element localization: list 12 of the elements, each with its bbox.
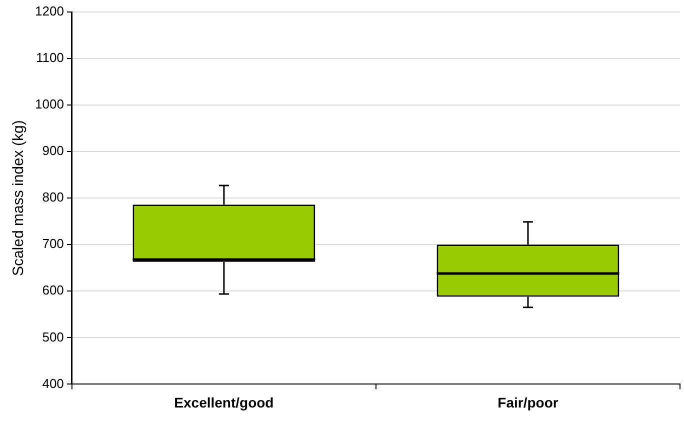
y-tick-label: 400 bbox=[42, 376, 64, 391]
x-tick-label: Excellent/good bbox=[174, 394, 274, 410]
y-tick-label: 500 bbox=[42, 329, 64, 344]
y-tick-label: 700 bbox=[42, 236, 64, 252]
y-tick-label: 1000 bbox=[35, 96, 64, 112]
y-tick-label: 1200 bbox=[35, 4, 64, 19]
x-tick-label: Fair/poor bbox=[498, 394, 559, 410]
y-tick-label: 900 bbox=[42, 143, 64, 158]
y-tick-label: 800 bbox=[42, 190, 64, 205]
y-tick-label: 1100 bbox=[36, 50, 64, 66]
y-axis-title: Scaled mass index (kg) bbox=[10, 120, 28, 276]
y-tick-label: 600 bbox=[42, 282, 64, 298]
